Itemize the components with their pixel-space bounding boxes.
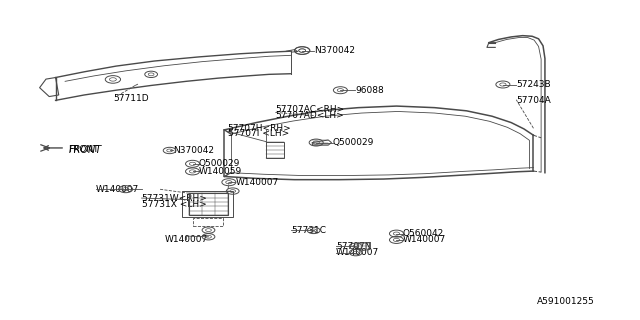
Text: 57731X <LH>: 57731X <LH> (141, 200, 206, 209)
Text: 57704A: 57704A (516, 96, 551, 105)
Text: FRONT: FRONT (68, 145, 99, 154)
Text: 57707H<RH>: 57707H<RH> (228, 124, 291, 133)
Text: W140007: W140007 (164, 236, 208, 244)
Bar (193, 218, 223, 226)
Bar (266, 142, 284, 158)
Text: 57243B: 57243B (516, 80, 551, 89)
Text: W140007: W140007 (236, 178, 278, 187)
Text: 57707AC<RH>: 57707AC<RH> (275, 105, 345, 114)
Text: W140007: W140007 (403, 236, 446, 244)
Text: 57707I <LH>: 57707I <LH> (228, 130, 289, 139)
Text: FRONT: FRONT (68, 145, 102, 155)
Text: 57707N: 57707N (336, 242, 371, 251)
Text: W140007: W140007 (336, 248, 379, 257)
Text: 57711D: 57711D (113, 94, 148, 103)
Text: W140059: W140059 (199, 167, 242, 176)
Bar (182, 191, 233, 217)
Text: 96088: 96088 (355, 86, 384, 95)
Text: 57731C: 57731C (291, 226, 326, 235)
Text: W140007: W140007 (96, 185, 139, 194)
Text: N370042: N370042 (173, 146, 214, 155)
Bar (189, 193, 228, 215)
Text: 57707AD<LH>: 57707AD<LH> (275, 111, 344, 120)
Text: Q560042: Q560042 (403, 229, 444, 238)
Text: Q500029: Q500029 (333, 138, 374, 147)
Text: Q500029: Q500029 (199, 159, 240, 168)
Text: 57731W<RH>: 57731W<RH> (141, 194, 207, 203)
Text: A591001255: A591001255 (537, 297, 595, 306)
Text: N370042: N370042 (314, 46, 355, 55)
